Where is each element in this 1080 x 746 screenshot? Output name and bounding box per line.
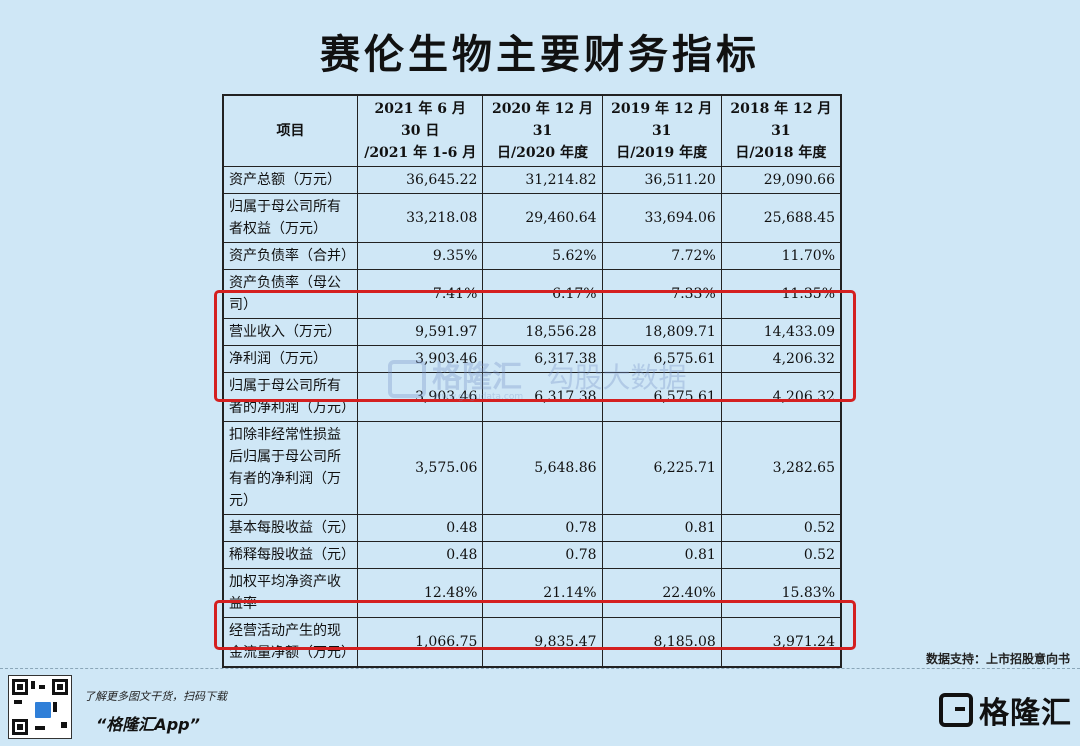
highlight-box-income [214,290,856,402]
row-label: 稀释每股收益（元） [222,541,358,569]
cell-value: 0.78 [482,541,603,569]
cell-value: 7.33% [601,269,722,319]
app-logo-icon [33,700,53,720]
cell-value: 9,835.47 [482,617,603,668]
header-2020: 2020 年 12 月 31 日/2020 年度 [482,94,603,167]
cell-value: 33,694.06 [601,193,722,243]
cell-value: 0.52 [720,541,842,569]
cell-value: 33,218.08 [356,193,484,243]
row-label: 归属于母公司所有者的净利润（万元） [222,372,358,422]
row-label: 营业收入（万元） [222,318,358,346]
highlight-box-cashflow [214,600,856,650]
cell-value: 31,214.82 [482,166,603,194]
cell-value: 22.40% [601,568,722,618]
cell-value: 7.72% [601,242,722,270]
cell-value: 1,066.75 [356,617,484,668]
cell-value: 3,282.65 [720,421,842,515]
cell-value: 0.48 [356,541,484,569]
cell-value: 29,090.66 [720,166,842,194]
cell-value: 0.81 [601,541,722,569]
brand-name: 格隆汇 [979,696,1072,731]
gelonghui-logo-icon [939,693,973,727]
row-label: 资产负债率（母公司） [222,269,358,319]
cell-value: 36,645.22 [356,166,484,194]
row-label: 资产负债率（合并） [222,242,358,270]
cell-value: 0.78 [482,514,603,542]
table-row: 归属于母公司所有者的净利润（万元） 3,903.46 6,317.38 6,57… [222,372,842,422]
table-row: 加权平均净资产收益率 12.48% 21.14% 22.40% 15.83% [222,568,842,618]
row-label: 经营活动产生的现金流量净额（万元） [222,617,358,668]
footer-divider [0,668,1080,669]
cell-value: 25,688.45 [720,193,842,243]
header-item: 项目 [222,94,358,167]
table-row: 归属于母公司所有者权益（万元） 33,218.08 29,460.64 33,6… [222,193,842,243]
source-note: 数据支持：上市招股意向书 [925,652,1070,666]
cell-value: 3,903.46 [356,345,484,373]
cell-value: 8,185.08 [601,617,722,668]
table-row: 扣除非经常性损益后归属于母公司所有者的净利润（万元） 3,575.06 5,64… [222,421,842,515]
cell-value: 5.62% [482,242,603,270]
cell-value: 12.48% [356,568,484,618]
row-label: 基本每股收益（元） [222,514,358,542]
table-row: 基本每股收益（元） 0.48 0.78 0.81 0.52 [222,514,842,542]
cell-value: 9.35% [356,242,484,270]
cell-value: 4,206.32 [720,372,842,422]
cell-value: 3,903.46 [356,372,484,422]
cell-value: 3,575.06 [356,421,484,515]
header-2021h1: 2021 年 6 月 30 日/2021 年 1-6 月 [356,94,484,167]
cell-value: 11.70% [720,242,842,270]
table-row: 稀释每股收益（元） 0.48 0.78 0.81 0.52 [222,541,842,569]
header-2018: 2018 年 12 月 31 日/2018 年度 [720,94,842,167]
row-label: 加权平均净资产收益率 [222,568,358,618]
cell-value: 3,971.24 [720,617,842,668]
table-row: 净利润（万元） 3,903.46 6,317.38 6,575.61 4,206… [222,345,842,373]
brand-logo: 格隆汇 [939,688,1072,732]
cell-value: 0.48 [356,514,484,542]
cell-value: 18,556.28 [482,318,603,346]
row-label: 净利润（万元） [222,345,358,373]
table-row: 资产负债率（合并） 9.35% 5.62% 7.72% 11.70% [222,242,842,270]
header-2019: 2019 年 12 月 31 日/2019 年度 [601,94,722,167]
row-label: 资产总额（万元） [222,166,358,194]
table-header-row: 项目 2021 年 6 月 30 日/2021 年 1-6 月 2020 年 1… [222,94,842,167]
cell-value: 0.81 [601,514,722,542]
app-name: “格隆汇App” [96,715,200,734]
cell-value: 29,460.64 [482,193,603,243]
table-row: 资产负债率（母公司） 7.41% 6.17% 7.33% 11.35% [222,269,842,319]
cell-value: 15.83% [720,568,842,618]
cell-value: 6,225.71 [601,421,722,515]
cell-value: 21.14% [482,568,603,618]
cell-value: 0.52 [720,514,842,542]
table-row: 经营活动产生的现金流量净额（万元） 1,066.75 9,835.47 8,18… [222,617,842,668]
financial-table: 项目 2021 年 6 月 30 日/2021 年 1-6 月 2020 年 1… [222,94,842,668]
qr-code-icon[interactable] [8,675,72,739]
download-tagline: 了解更多图文干货，扫码下载 [84,690,227,703]
page-title: 赛伦生物主要财务指标 [320,32,760,78]
cell-value: 11.35% [720,269,842,319]
row-label: 归属于母公司所有者权益（万元） [222,193,358,243]
cell-value: 5,648.86 [482,421,603,515]
table-row: 资产总额（万元） 36,645.22 31,214.82 36,511.20 2… [222,166,842,194]
row-label: 扣除非经常性损益后归属于母公司所有者的净利润（万元） [222,421,358,515]
cell-value: 36,511.20 [601,166,722,194]
